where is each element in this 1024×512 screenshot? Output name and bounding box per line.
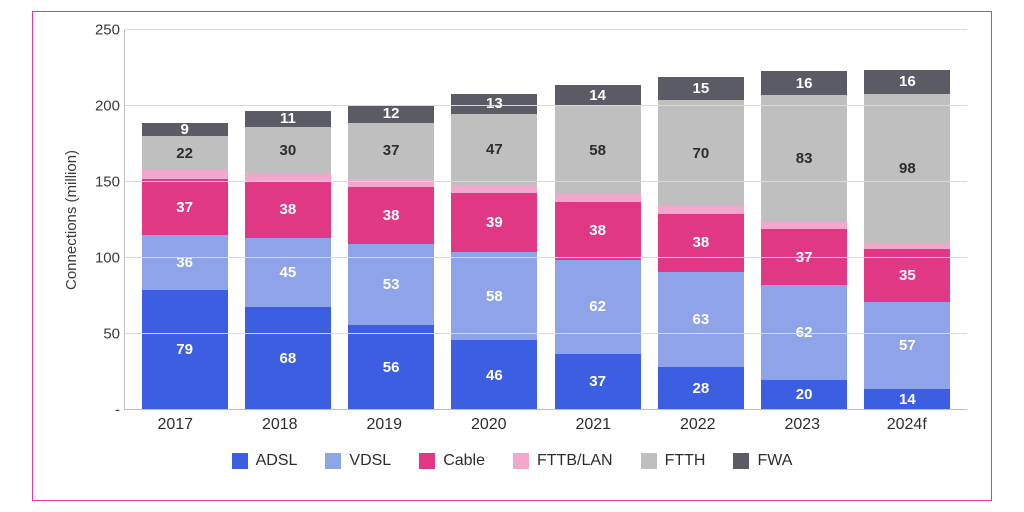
segment-fwa: 16 — [761, 71, 847, 95]
segment-vdsl: 63 — [658, 272, 744, 368]
segment-vdsl: 45 — [245, 238, 331, 306]
segment-fwa: 15 — [658, 77, 744, 100]
bar-2021: 3762385814 — [555, 85, 641, 410]
chart-frame: Connections (million) - 50 100 150 200 250 79… — [32, 11, 992, 501]
segment-fttb — [761, 222, 847, 230]
segment-cable: 38 — [555, 202, 641, 260]
x-label: 2018 — [237, 416, 323, 434]
legend-label: Cable — [443, 452, 485, 470]
x-label: 2020 — [446, 416, 532, 434]
segment-fwa: 13 — [451, 94, 537, 114]
segment-ftth: 30 — [245, 127, 331, 173]
segment-ftth: 22 — [142, 136, 228, 169]
segment-vdsl: 58 — [451, 252, 537, 340]
bar-2023: 2062378316 — [761, 71, 847, 410]
x-label: 2022 — [655, 416, 741, 434]
segment-cable: 38 — [348, 187, 434, 245]
x-label: 2021 — [550, 416, 636, 434]
segment-adsl: 14 — [864, 389, 950, 410]
legend-swatch — [325, 453, 341, 469]
bar-2017: 793637 229 — [142, 123, 228, 410]
bars-container: 7936372296845383011565338371246583947133… — [125, 30, 967, 410]
segment-vdsl: 62 — [555, 260, 641, 354]
segment-ftth: 70 — [658, 100, 744, 206]
y-tick: 50 — [103, 326, 120, 343]
segment-fttb — [555, 194, 641, 202]
segment-ftth: 98 — [864, 94, 950, 243]
bar-2020: 465839 4713 — [451, 94, 537, 410]
segment-ftth: 47 — [451, 114, 537, 185]
bar-2018: 684538 3011 — [245, 111, 331, 410]
gridline — [125, 257, 967, 258]
segment-fttb — [451, 185, 537, 193]
segment-adsl: 56 — [348, 325, 434, 410]
legend-item-vdsl: VDSL — [325, 452, 391, 470]
y-axis-label: Connections (million) — [57, 30, 80, 410]
segment-adsl: 20 — [761, 380, 847, 410]
legend-label: ADSL — [256, 452, 298, 470]
y-axis-ticks: -50100150200250 — [80, 30, 124, 410]
legend-item-adsl: ADSL — [232, 452, 298, 470]
legend-swatch — [419, 453, 435, 469]
legend-swatch — [641, 453, 657, 469]
legend-label: VDSL — [349, 452, 391, 470]
x-label: 2019 — [341, 416, 427, 434]
x-axis-labels: 2017 2018 2019 2020 2021 2022 2023 2024f — [57, 410, 967, 434]
segment-fwa: 12 — [348, 105, 434, 123]
y-tick: - — [115, 402, 120, 419]
bar-2022: 286338 7015 — [658, 77, 744, 410]
legend-item-fwa: FWA — [733, 452, 792, 470]
gridline — [125, 181, 967, 182]
segment-cable: 38 — [245, 181, 331, 239]
segment-adsl: 46 — [451, 340, 537, 410]
gridline — [125, 29, 967, 30]
segment-fttb — [142, 170, 228, 179]
segment-vdsl: 36 — [142, 235, 228, 290]
segment-fwa: 14 — [555, 85, 641, 106]
bar-2024f: 1457359816 — [864, 70, 950, 410]
y-tick: 150 — [95, 174, 120, 191]
segment-fwa: 9 — [142, 123, 228, 137]
legend-swatch — [733, 453, 749, 469]
segment-cable: 38 — [658, 214, 744, 272]
x-label: 2017 — [132, 416, 218, 434]
segment-adsl: 37 — [555, 354, 641, 410]
segment-fttb — [245, 173, 331, 181]
segment-adsl: 28 — [658, 367, 744, 410]
legend-item-fttb: FTTB/LAN — [513, 452, 613, 470]
segment-ftth: 83 — [761, 95, 847, 221]
legend-swatch — [513, 453, 529, 469]
segment-vdsl: 57 — [864, 302, 950, 389]
y-tick: 100 — [95, 250, 120, 267]
segment-adsl: 68 — [245, 307, 331, 410]
segment-fwa: 16 — [864, 70, 950, 94]
gridline — [125, 105, 967, 106]
segment-cable: 37 — [142, 179, 228, 235]
legend-label: FTTH — [665, 452, 706, 470]
segment-fttb — [658, 206, 744, 214]
x-label: 2023 — [759, 416, 845, 434]
baseline — [125, 409, 967, 410]
segment-cable: 39 — [451, 193, 537, 252]
y-tick: 200 — [95, 98, 120, 115]
legend-item-ftth: FTTH — [641, 452, 706, 470]
segment-adsl: 79 — [142, 290, 228, 410]
x-label: 2024f — [864, 416, 950, 434]
legend-label: FTTB/LAN — [537, 452, 613, 470]
y-tick: 250 — [95, 22, 120, 39]
chart-grid: 7936372296845383011565338371246583947133… — [124, 30, 967, 410]
legend-swatch — [232, 453, 248, 469]
segment-fwa: 11 — [245, 111, 331, 128]
legend: ADSL VDSL Cable FTTB/LAN FTTH FWA — [57, 452, 967, 470]
plot-area: Connections (million) -50100150200250 79… — [57, 30, 967, 410]
legend-item-cable: Cable — [419, 452, 485, 470]
legend-label: FWA — [757, 452, 792, 470]
segment-ftth: 37 — [348, 123, 434, 179]
gridline — [125, 333, 967, 334]
